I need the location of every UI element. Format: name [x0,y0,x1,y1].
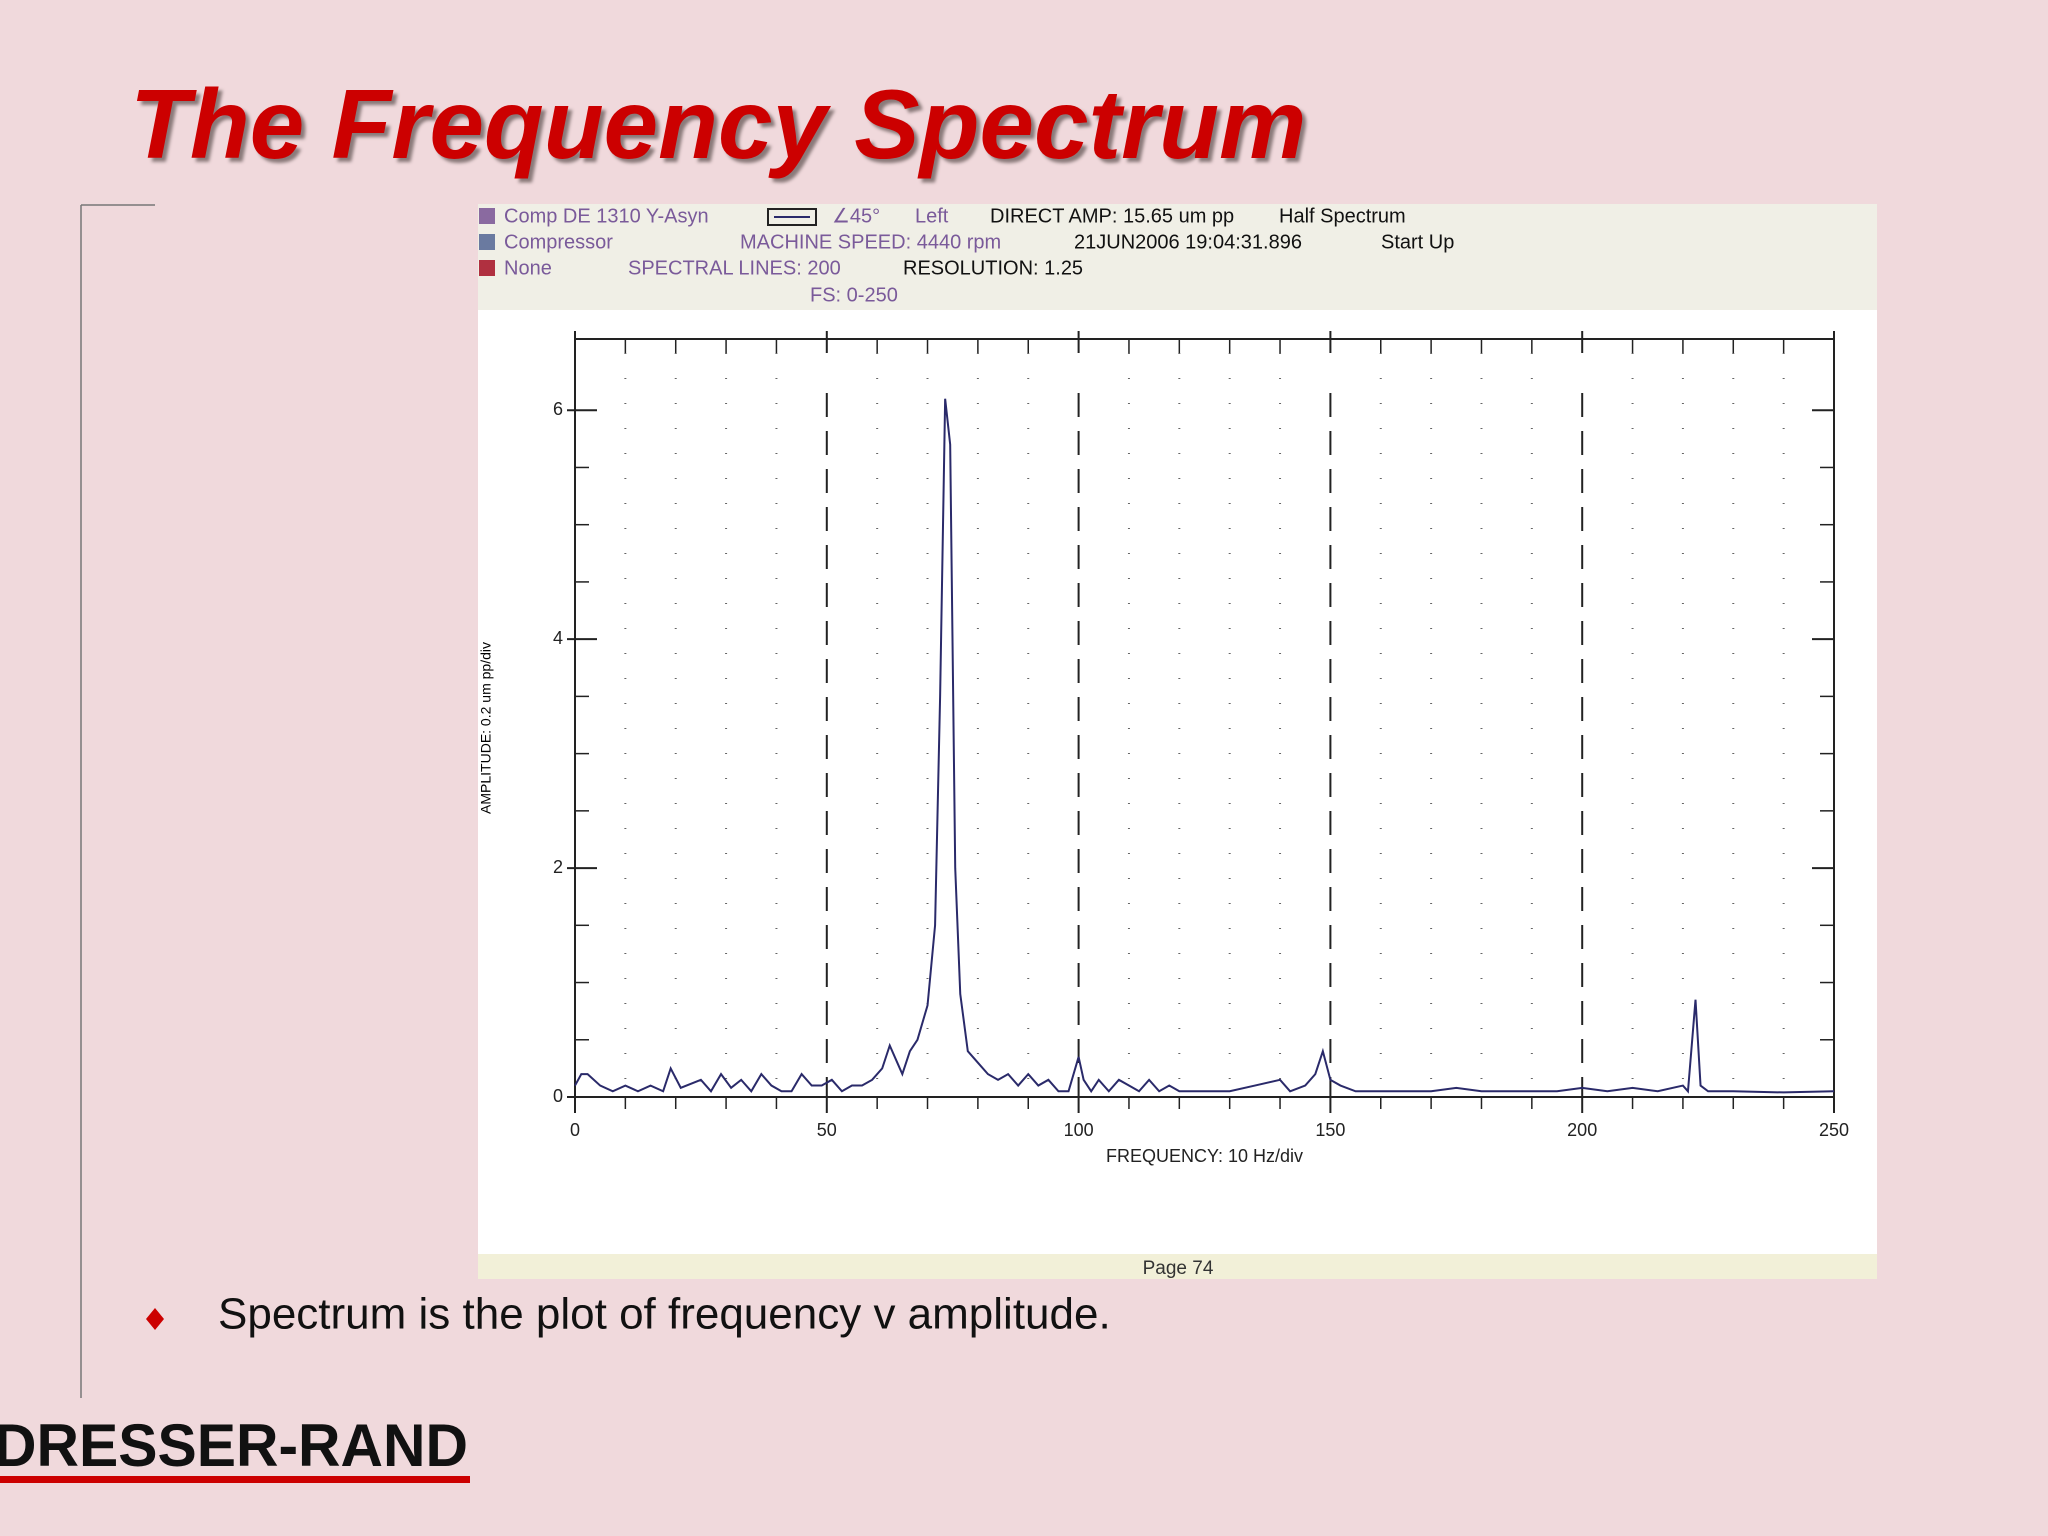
header-field: Half Spectrum [1279,205,1406,227]
icon [479,208,495,224]
x-tick-label: 150 [1315,1120,1345,1140]
screenshot-panel [478,204,1877,1279]
x-axis-label: FREQUENCY: 10 Hz/div [1106,1146,1303,1166]
header-field: None [504,257,552,279]
header-field: FS: 0-250 [810,284,898,306]
header-strip [478,204,1877,310]
bullet-marker [146,1308,164,1330]
x-tick-label: 250 [1819,1120,1849,1140]
footer-strip [478,1254,1877,1279]
x-tick-label: 50 [817,1120,837,1140]
header-field: Left [915,205,949,227]
spectrum-line [574,398,1835,1094]
footer: Page 74 [1143,1258,1214,1279]
x-tick-label: 100 [1064,1120,1094,1140]
y-tick-label: 2 [553,857,563,877]
bullet-text: Spectrum is the plot of frequency v ampl… [218,1290,1111,1339]
header-field: 21JUN2006 19:04:31.896 [1074,231,1302,253]
header-field: SPECTRAL LINES: 200 [628,257,841,279]
x-tick-label: 200 [1567,1120,1597,1140]
header-field: RESOLUTION: 1.25 [903,257,1083,279]
y-tick-label: 0 [553,1086,563,1106]
header-field: Compressor [504,231,613,253]
icon [479,234,495,250]
legend-swatch [767,208,817,226]
logo: DRESSER-RAND [0,1412,468,1479]
plot-frame [574,338,1835,1098]
header-field: MACHINE SPEED: 4440 rpm [740,231,1001,253]
y-tick-label: 6 [553,399,563,419]
header-field: ∠45° [832,205,880,227]
logo-bar [0,1476,470,1483]
y-tick-label: 4 [553,628,563,648]
header-field: Comp DE 1310 Y-Asyn [504,205,709,227]
header-field: Start Up [1381,231,1454,253]
y-axis-label: AMPLITUDE: 0.2 um pp/div [478,642,494,814]
header-field: DIRECT AMP: 15.65 um pp [990,205,1234,227]
x-tick-label: 0 [570,1120,580,1140]
icon [479,260,495,276]
slide-title: The Frequency Spectrum [130,69,1306,179]
